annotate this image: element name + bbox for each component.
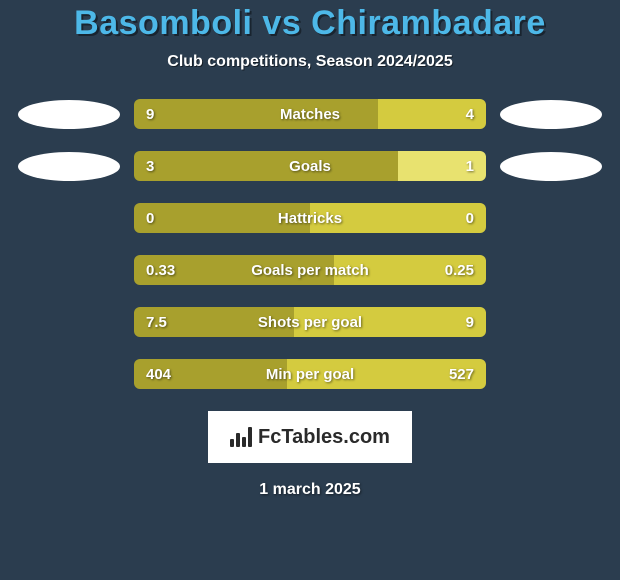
player-marker-left: [18, 100, 120, 129]
stat-bar: 7.5Shots per goal9: [134, 307, 486, 337]
stat-label: Matches: [134, 99, 486, 129]
stat-bar: 0Hattricks0: [134, 203, 486, 233]
stat-label: Goals per match: [134, 255, 486, 285]
stat-row: 3Goals1: [0, 151, 620, 181]
stat-value-right: 1: [466, 151, 474, 181]
spacer: [500, 308, 602, 337]
player-marker-right: [500, 100, 602, 129]
stat-value-right: 9: [466, 307, 474, 337]
stat-label: Goals: [134, 151, 486, 181]
spacer: [500, 360, 602, 389]
spacer: [500, 204, 602, 233]
player-marker-right: [500, 152, 602, 181]
stat-row: 0.33Goals per match0.25: [0, 255, 620, 285]
stat-row: 7.5Shots per goal9: [0, 307, 620, 337]
stat-value-right: 527: [449, 359, 474, 389]
stat-row: 9Matches4: [0, 99, 620, 129]
logo-text: FcTables.com: [258, 426, 390, 449]
stat-bar: 0.33Goals per match0.25: [134, 255, 486, 285]
stat-bar: 404Min per goal527: [134, 359, 486, 389]
stat-row: 404Min per goal527: [0, 359, 620, 389]
stat-bar: 9Matches4: [134, 99, 486, 129]
stat-value-right: 0.25: [445, 255, 474, 285]
player-marker-left: [18, 152, 120, 181]
page-subtitle: Club competitions, Season 2024/2025: [0, 53, 620, 71]
spacer: [18, 360, 120, 389]
icon-bar: [236, 433, 240, 447]
spacer: [500, 256, 602, 285]
spacer: [18, 308, 120, 337]
container: Basomboli vs Chirambadare Club competiti…: [0, 0, 620, 499]
stat-label: Hattricks: [134, 203, 486, 233]
stat-value-right: 0: [466, 203, 474, 233]
stat-row: 0Hattricks0: [0, 203, 620, 233]
icon-bar: [242, 437, 246, 447]
stat-label: Shots per goal: [134, 307, 486, 337]
spacer: [18, 204, 120, 233]
bar-chart-icon: [230, 427, 252, 447]
stats-list: 9Matches43Goals10Hattricks00.33Goals per…: [0, 99, 620, 389]
page-title: Basomboli vs Chirambadare: [0, 4, 620, 43]
stat-label: Min per goal: [134, 359, 486, 389]
icon-bar: [230, 439, 234, 447]
icon-bar: [248, 427, 252, 447]
logo-box: FcTables.com: [208, 411, 412, 463]
stat-value-right: 4: [466, 99, 474, 129]
spacer: [18, 256, 120, 285]
date-label: 1 march 2025: [0, 481, 620, 499]
stat-bar: 3Goals1: [134, 151, 486, 181]
